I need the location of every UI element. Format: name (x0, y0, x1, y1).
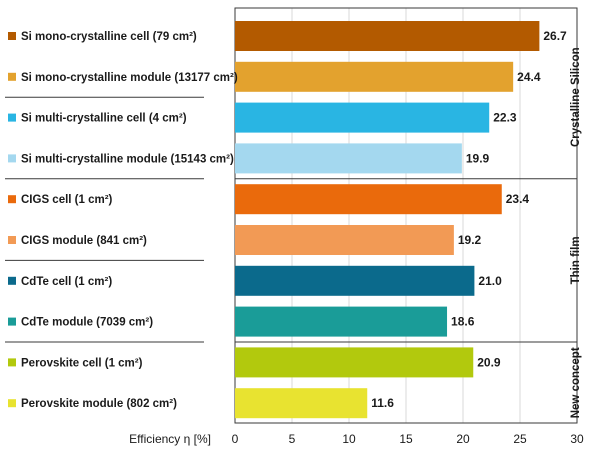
legend-swatch (8, 317, 16, 326)
bar (235, 184, 502, 215)
bar (235, 388, 368, 419)
bar (235, 306, 448, 337)
value-label: 26.7 (543, 29, 567, 43)
x-tick-label: 30 (570, 432, 584, 446)
x-tick-label: 5 (289, 432, 296, 446)
bar (235, 21, 540, 51)
group-labels: Crystalline Silicon Thin film New concept (570, 47, 582, 418)
bar (235, 347, 474, 378)
legend-swatch (8, 195, 16, 204)
x-tick-label: 20 (456, 432, 470, 446)
x-tick-label: 0 (232, 432, 239, 446)
legend-swatch (8, 276, 16, 285)
category-label: CIGS cell (1 cm²) (21, 194, 113, 206)
plot-border (234, 7, 578, 424)
category-label: Si mono-crystalline module (13177 cm²) (21, 72, 238, 84)
value-label: 19.2 (458, 233, 482, 247)
legend-swatch (8, 236, 16, 244)
value-label: 19.9 (466, 151, 490, 165)
plot-frame (5, 7, 578, 424)
category-label: CdTe module (7039 cm²) (21, 317, 153, 329)
legend-swatch (8, 113, 16, 122)
bars (235, 21, 540, 419)
category-label: Perovskite cell (1 cm²) (21, 357, 143, 369)
x-tick-label: 10 (342, 432, 356, 446)
x-tick-labels: 0 5 10 15 20 25 30 (232, 432, 584, 446)
bar (235, 61, 514, 92)
legend-swatch (8, 32, 16, 40)
category-labels: Si mono-crystalline cell (79 cm²) Si mono… (8, 31, 238, 410)
value-label: 18.6 (451, 315, 475, 329)
value-label: 23.4 (506, 192, 530, 206)
value-label: 11.6 (371, 396, 394, 410)
value-label: 24.4 (517, 70, 541, 84)
category-label: Si multi-crystalline module (15143 cm²) (21, 153, 234, 165)
x-tick-label: 15 (399, 432, 413, 446)
bar (235, 102, 490, 133)
x-tick-label: 25 (513, 432, 527, 446)
value-label: 22.3 (493, 111, 517, 125)
legend-swatch (8, 72, 16, 81)
category-label: CdTe cell (1 cm²) (21, 276, 112, 288)
value-label: 20.9 (477, 355, 501, 369)
category-label: CIGS module (841 cm²) (21, 235, 147, 247)
category-label: Si mono-crystalline cell (79 cm²) (21, 31, 197, 43)
value-labels: 26.7 24.4 22.3 19.9 23.4 19.2 21.0 18.6 20.9 11.6 (371, 29, 567, 410)
bar (235, 225, 454, 255)
category-label: Si multi-crystalline cell (4 cm²) (21, 113, 187, 125)
x-axis-title: Efficiency η [%] (129, 432, 211, 446)
group-label: Crystalline Silicon (570, 47, 582, 147)
legend-swatch (8, 154, 16, 163)
legend-swatch (8, 358, 16, 367)
legend-swatch (8, 399, 16, 408)
group-label: New concept (570, 347, 582, 418)
category-label: Perovskite module (802 cm²) (21, 398, 177, 410)
bar (235, 265, 475, 296)
bar (235, 143, 462, 174)
value-label: 21.0 (478, 274, 502, 288)
group-label: Thin film (570, 236, 582, 284)
